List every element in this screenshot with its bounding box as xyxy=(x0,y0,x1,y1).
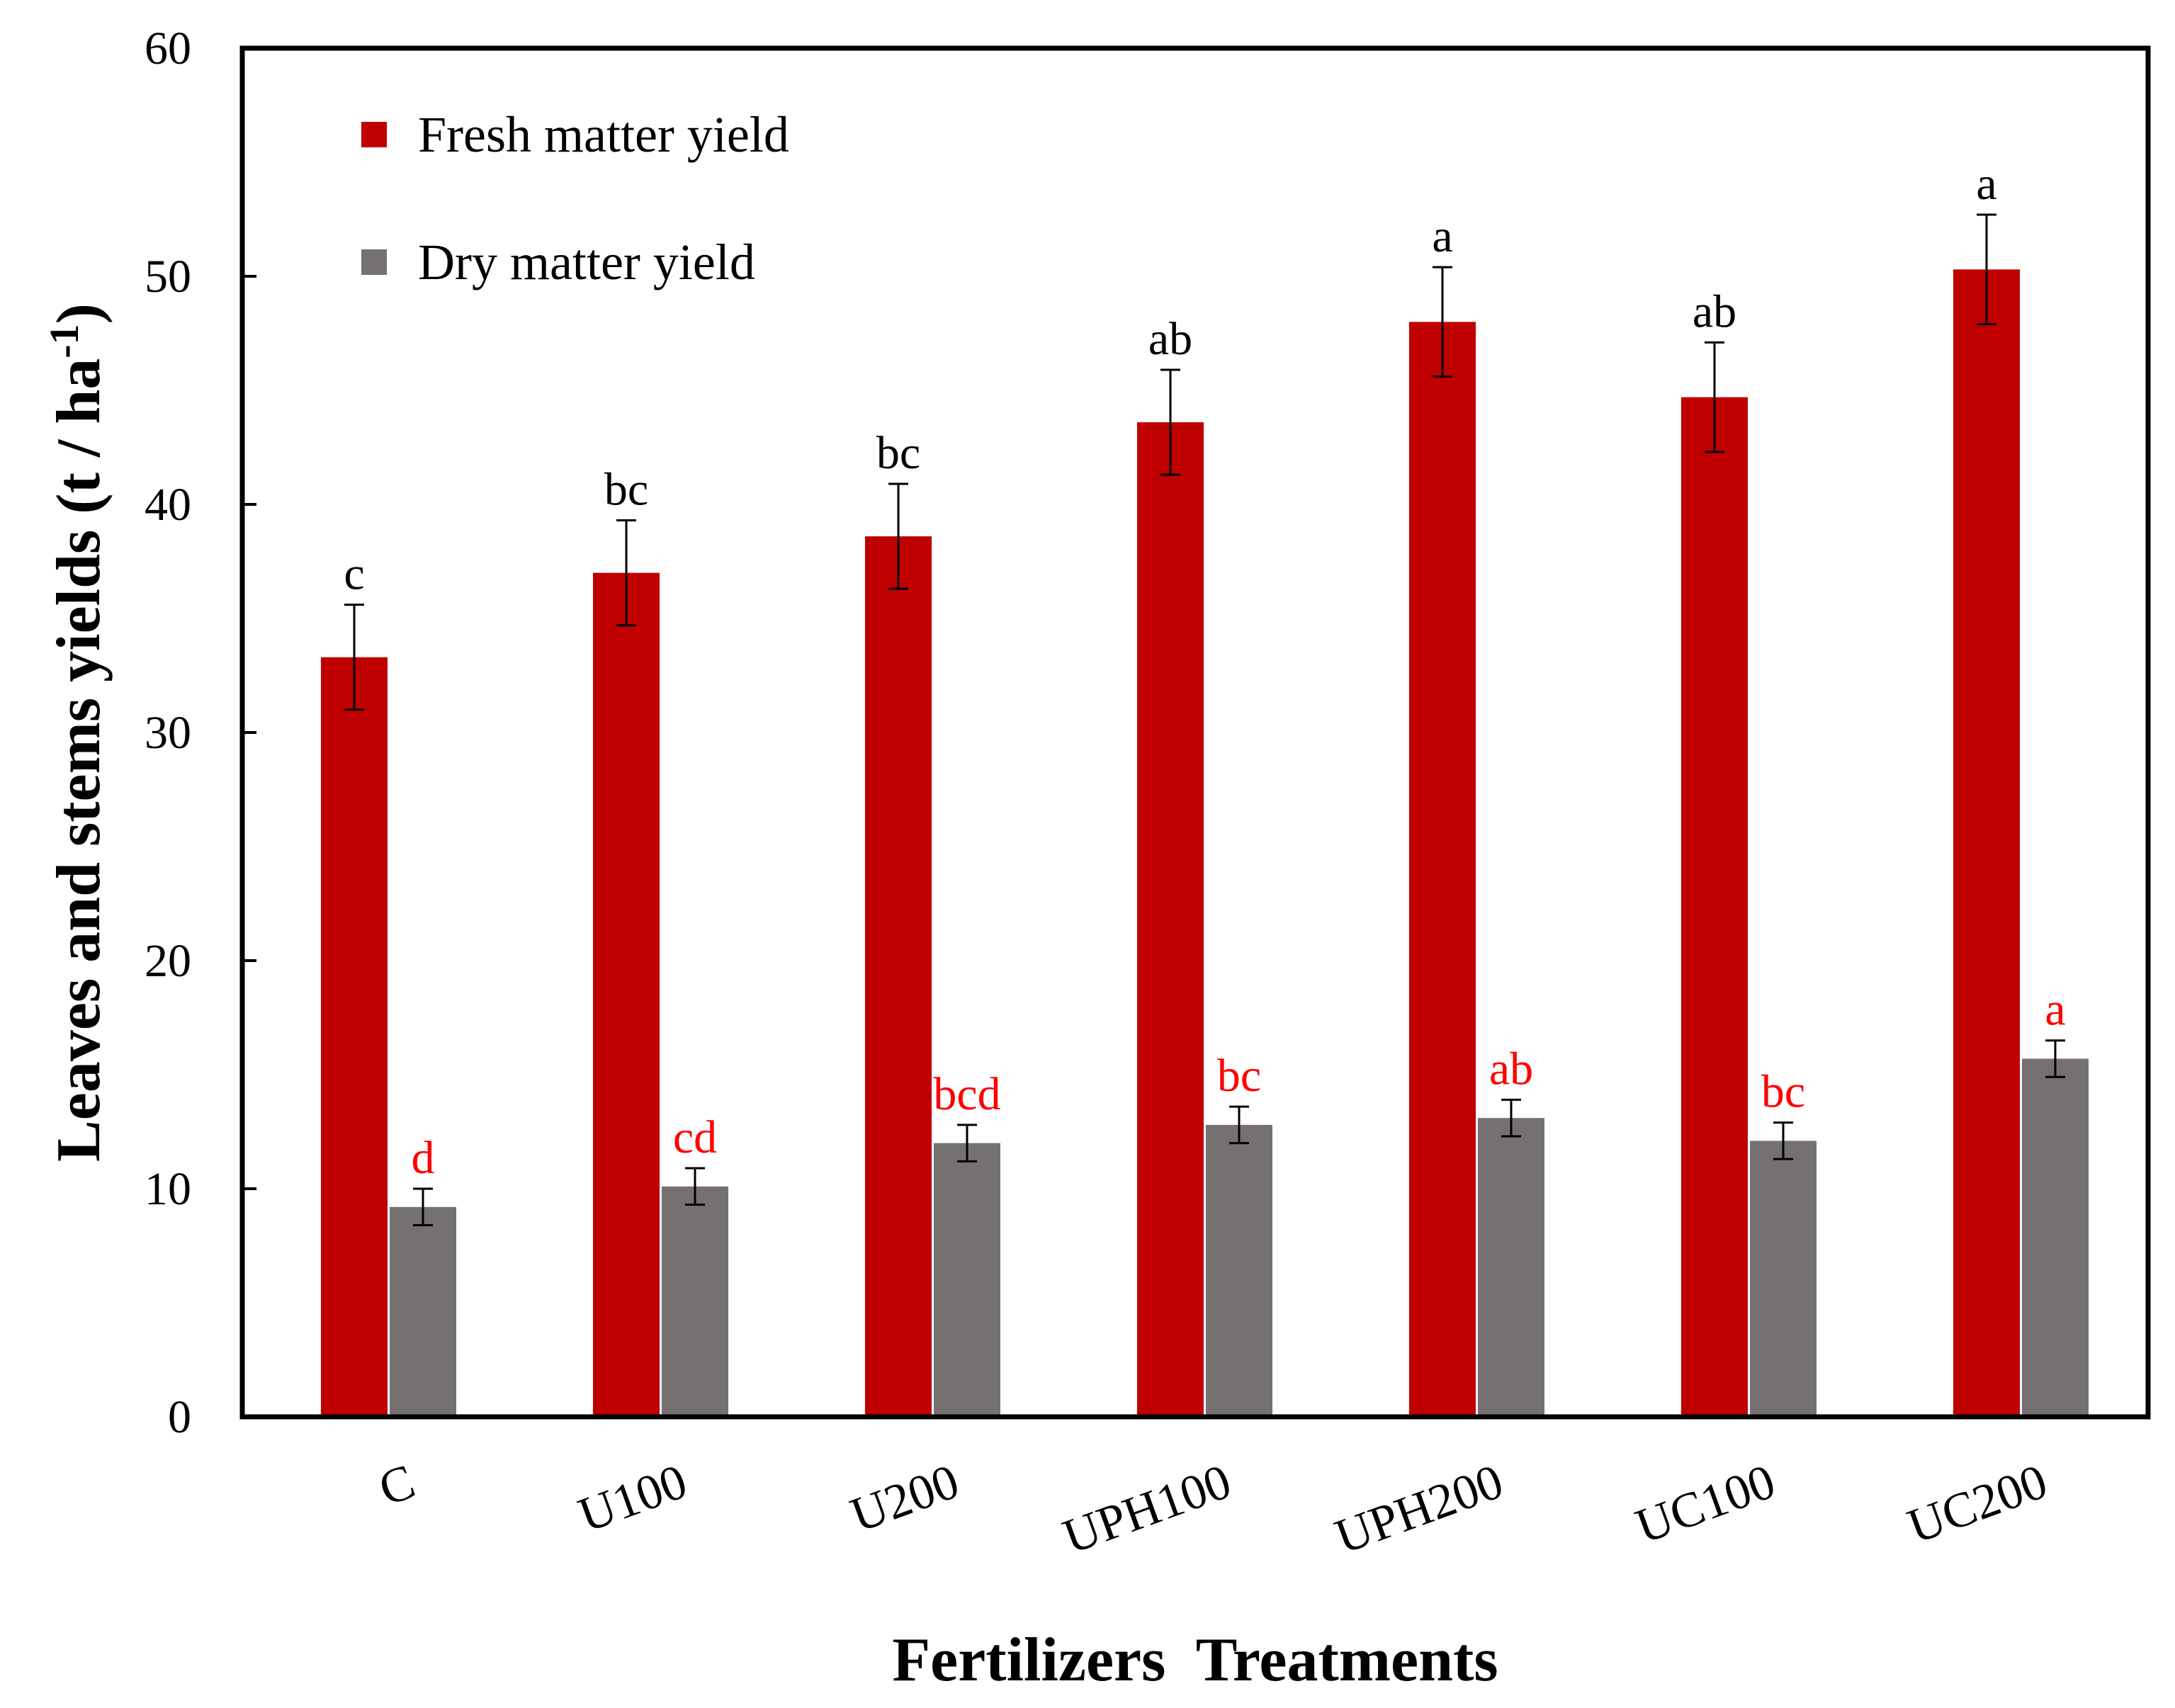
bar-dry-uph100 xyxy=(1206,1124,1272,1417)
x-tick-label: U200 xyxy=(844,1454,966,1544)
bar-fresh-uph200 xyxy=(1409,322,1476,1417)
bar-dry-c xyxy=(390,1206,456,1417)
significance-label: a xyxy=(2045,984,2065,1036)
bar-fresh-uc100 xyxy=(1681,397,1748,1418)
significance-label: bcd xyxy=(933,1068,1000,1120)
x-tick-label: UPH200 xyxy=(1328,1454,1510,1565)
significance-label: bc xyxy=(1761,1066,1805,1118)
significance-label: a xyxy=(1976,158,1996,210)
y-tick-label: 40 xyxy=(145,479,191,531)
significance-label: cd xyxy=(673,1112,717,1163)
x-tick-label: C xyxy=(372,1454,422,1517)
significance-label: ab xyxy=(1693,285,1736,337)
significance-label: bc xyxy=(1217,1050,1261,1102)
bar-dry-uph200 xyxy=(1478,1118,1544,1417)
bar-dry-uc100 xyxy=(1750,1141,1817,1417)
x-tick-label: UC200 xyxy=(1901,1454,2054,1555)
significance-label: bc xyxy=(604,464,648,516)
significance-label: c xyxy=(344,548,364,600)
legend-swatch-fresh xyxy=(361,122,387,147)
y-tick-label: 50 xyxy=(145,251,191,302)
legend-label-dry: Dry matter yield xyxy=(418,234,755,290)
x-tick-label: UPH100 xyxy=(1056,1454,1238,1565)
significance-label: bc xyxy=(876,427,920,479)
y-tick-label: 10 xyxy=(145,1163,191,1215)
legend: Fresh matter yield Dry matter yield xyxy=(361,106,789,290)
y-axis-title-end: ) xyxy=(45,303,113,324)
y-axis-title-main: Leaves and stems yields (t / ha xyxy=(45,358,113,1162)
bars-layer xyxy=(321,269,2089,1418)
x-axis: C U100 U200 UPH100 UPH200 UC100 UC200 xyxy=(372,1454,2054,1565)
y-axis-title: Leaves and stems yields (t / ha-1) xyxy=(41,303,113,1162)
legend-label-fresh: Fresh matter yield xyxy=(418,106,789,163)
bar-fresh-u100 xyxy=(593,572,660,1417)
significance-label: d xyxy=(412,1132,435,1184)
bar-fresh-uph100 xyxy=(1137,422,1204,1417)
y-tick-label: 20 xyxy=(145,935,191,987)
x-axis-title: Fertilizers Treatments xyxy=(892,1626,1498,1695)
bar-dry-uc200 xyxy=(2022,1058,2089,1417)
x-tick-label: U100 xyxy=(572,1454,694,1544)
significance-label: a xyxy=(1432,210,1452,262)
x-tick-label: UC100 xyxy=(1629,1454,1782,1555)
bar-dry-u200 xyxy=(934,1143,1000,1417)
y-tick-label: 0 xyxy=(168,1391,191,1443)
y-tick-label: 60 xyxy=(145,23,191,74)
y-axis-title-sup: -1 xyxy=(41,324,87,358)
bar-dry-u100 xyxy=(662,1186,728,1417)
significance-label: ab xyxy=(1148,313,1192,365)
error-bars-layer xyxy=(344,213,2065,1227)
bar-fresh-u200 xyxy=(865,536,932,1417)
significance-label: ab xyxy=(1489,1043,1533,1095)
bar-fresh-c xyxy=(321,657,388,1417)
y-tick-label: 30 xyxy=(145,707,191,759)
y-axis: 0 10 20 30 40 50 60 xyxy=(145,23,256,1443)
legend-swatch-dry xyxy=(361,249,387,275)
bar-fresh-uc200 xyxy=(1953,269,2020,1418)
